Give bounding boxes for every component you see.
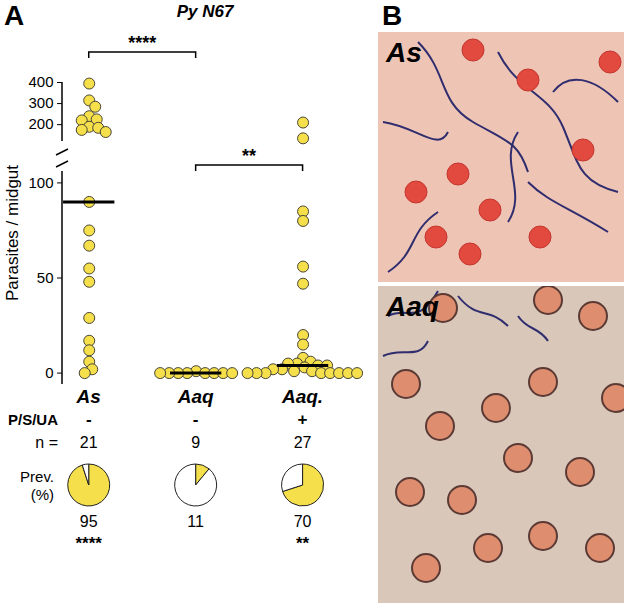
html-text:B: B (382, 0, 403, 31)
svg-text:200: 200 (28, 115, 53, 132)
svg-text:**: ** (296, 534, 310, 553)
svg-text:n =: n = (35, 434, 58, 451)
svg-text:21: 21 (80, 434, 98, 451)
svg-text:11: 11 (187, 513, 204, 530)
svg-text:50: 50 (37, 269, 54, 286)
svg-text:0: 0 (45, 364, 53, 381)
svg-text:70: 70 (294, 513, 312, 530)
svg-text:****: **** (75, 534, 102, 553)
svg-text:100: 100 (28, 174, 53, 191)
svg-text:27: 27 (294, 434, 312, 451)
svg-text:Aaq.: Aaq. (281, 386, 323, 407)
html-text:A: A (4, 0, 25, 31)
svg-text:9: 9 (191, 434, 200, 451)
svg-text:(%): (%) (31, 486, 54, 503)
svg-text:**: ** (242, 146, 256, 166)
svg-text:300: 300 (28, 94, 53, 111)
svg-text:95: 95 (80, 513, 98, 530)
svg-text:As: As (385, 37, 422, 68)
svg-text:Prev.: Prev. (20, 468, 54, 485)
svg-text:Aaq: Aaq (385, 291, 439, 322)
svg-text:-: - (193, 410, 199, 429)
svg-text:****: **** (128, 33, 156, 53)
html-text:Py N67: Py N67 (176, 2, 234, 21)
svg-text:-: - (86, 410, 92, 429)
svg-text:As: As (76, 386, 101, 407)
svg-text:+: + (298, 410, 308, 429)
svg-text:400: 400 (28, 73, 53, 90)
svg-text:Aaq: Aaq (177, 386, 214, 407)
svg-text:Parasites / midgut: Parasites / midgut (3, 165, 22, 301)
svg-text:P/S/UA: P/S/UA (8, 411, 58, 428)
